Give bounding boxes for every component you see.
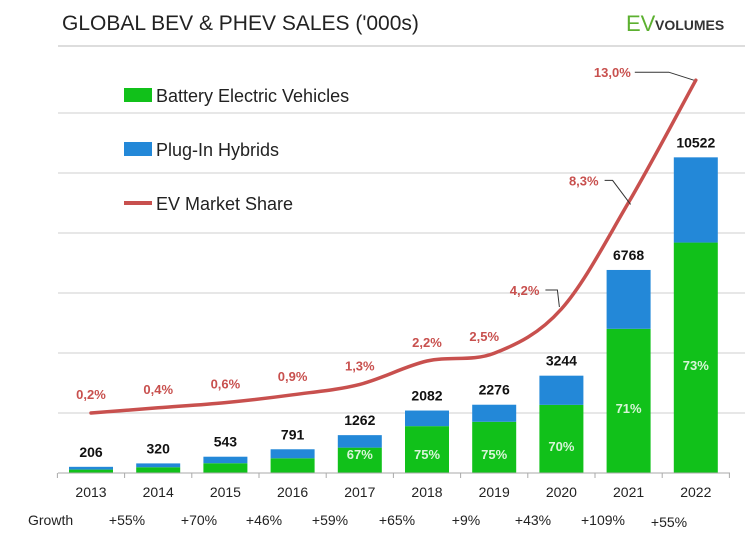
- growth-value: +43%: [515, 512, 551, 528]
- total-label: 2082: [411, 388, 442, 404]
- legend: Battery Electric Vehicles Plug-In Hybrid…: [124, 86, 349, 214]
- bar-bev-2022: [673, 242, 718, 473]
- bar-bev-2018: [405, 426, 449, 473]
- growth-label: Growth: [28, 512, 73, 528]
- market-share-label: 1,3%: [345, 358, 375, 373]
- bar-bev-2021: [606, 328, 651, 473]
- legend-label-phev: Plug-In Hybrids: [156, 140, 279, 160]
- total-label: 3244: [546, 353, 577, 369]
- bar-phev-2015: [203, 456, 248, 464]
- growth-value: +55%: [109, 512, 145, 528]
- legend-label-bev: Battery Electric Vehicles: [156, 86, 349, 106]
- bar-bev-2015: [203, 463, 248, 473]
- market-share-label: 0,4%: [143, 382, 173, 397]
- total-label: 1262: [344, 412, 375, 428]
- x-tick-label: 2015: [210, 484, 241, 500]
- x-tick-label: 2018: [411, 484, 442, 500]
- x-tick-label: 2022: [680, 484, 711, 500]
- growth-value: +109%: [581, 512, 625, 528]
- bar-bev-2017: [337, 447, 382, 473]
- legend-label-share: EV Market Share: [156, 194, 293, 214]
- total-label: 2276: [479, 382, 510, 398]
- bar-phev-2013: [69, 466, 113, 470]
- x-tick-label: 2013: [75, 484, 106, 500]
- bev-share-label: 70%: [548, 439, 574, 454]
- logo-volumes: VOLUMES: [655, 17, 724, 33]
- total-label: 791: [281, 426, 305, 442]
- bar-bev-2014: [136, 467, 181, 473]
- bev-share-label: 73%: [683, 358, 709, 373]
- bar-bev-2016: [270, 458, 315, 473]
- growth-value: +59%: [312, 512, 348, 528]
- market-share-line: [89, 78, 698, 415]
- x-tick-label: 2017: [344, 484, 375, 500]
- bar-phev-2019: [472, 404, 517, 422]
- bar-phev-2021: [606, 269, 651, 329]
- market-share-label: 2,2%: [412, 335, 442, 350]
- x-tick-label: 2016: [277, 484, 308, 500]
- leader-line: [545, 289, 560, 308]
- x-tick-label: 2014: [143, 484, 174, 500]
- bar-phev-2020: [539, 375, 584, 405]
- total-label: 6768: [613, 247, 644, 263]
- growth-value: +46%: [246, 512, 282, 528]
- bev-share-label: 75%: [481, 447, 507, 462]
- leader-line: [634, 71, 694, 81]
- market-share-label: 2,5%: [469, 329, 499, 344]
- x-tick-label: 2020: [546, 484, 577, 500]
- market-share-label: 8,3%: [569, 173, 599, 188]
- total-label: 206: [79, 444, 103, 460]
- chart-title: GLOBAL BEV & PHEV SALES ('000s): [62, 12, 419, 35]
- bar-bev-2019: [472, 421, 517, 473]
- bev-share-label: 71%: [616, 401, 642, 416]
- leader-line: [604, 179, 631, 205]
- bar-phev-2022: [673, 157, 718, 243]
- growth-value: +70%: [181, 512, 217, 528]
- bar-phev-2018: [405, 410, 449, 427]
- bar-phev-2016: [270, 449, 315, 459]
- market-share-label: 0,9%: [278, 369, 308, 384]
- bar-bev-2013: [69, 469, 113, 473]
- x-tick-label: 2019: [479, 484, 510, 500]
- bev-share-label: 75%: [414, 447, 440, 462]
- market-share-label: 0,2%: [76, 387, 106, 402]
- bar-phev-2014: [136, 463, 181, 468]
- bar-bev-2020: [539, 404, 584, 473]
- bar-phev-2017: [337, 435, 382, 448]
- logo-ev: EV: [626, 11, 656, 36]
- market-share-label: 0,6%: [211, 377, 241, 392]
- ev-volumes-logo: EV VOLUMES: [626, 11, 724, 36]
- legend-swatch-bev: [124, 88, 152, 102]
- market-share-label: 4,2%: [510, 283, 540, 298]
- legend-swatch-phev: [124, 142, 152, 156]
- total-label: 320: [147, 440, 171, 456]
- growth-value: +55%: [651, 514, 687, 530]
- bev-share-label: 67%: [347, 447, 373, 462]
- total-label: 10522: [676, 134, 715, 150]
- growth-value: +65%: [379, 512, 415, 528]
- total-label: 543: [214, 434, 238, 450]
- market-share-label: 13,0%: [594, 65, 631, 80]
- x-tick-label: 2021: [613, 484, 644, 500]
- growth-value: +9%: [452, 512, 480, 528]
